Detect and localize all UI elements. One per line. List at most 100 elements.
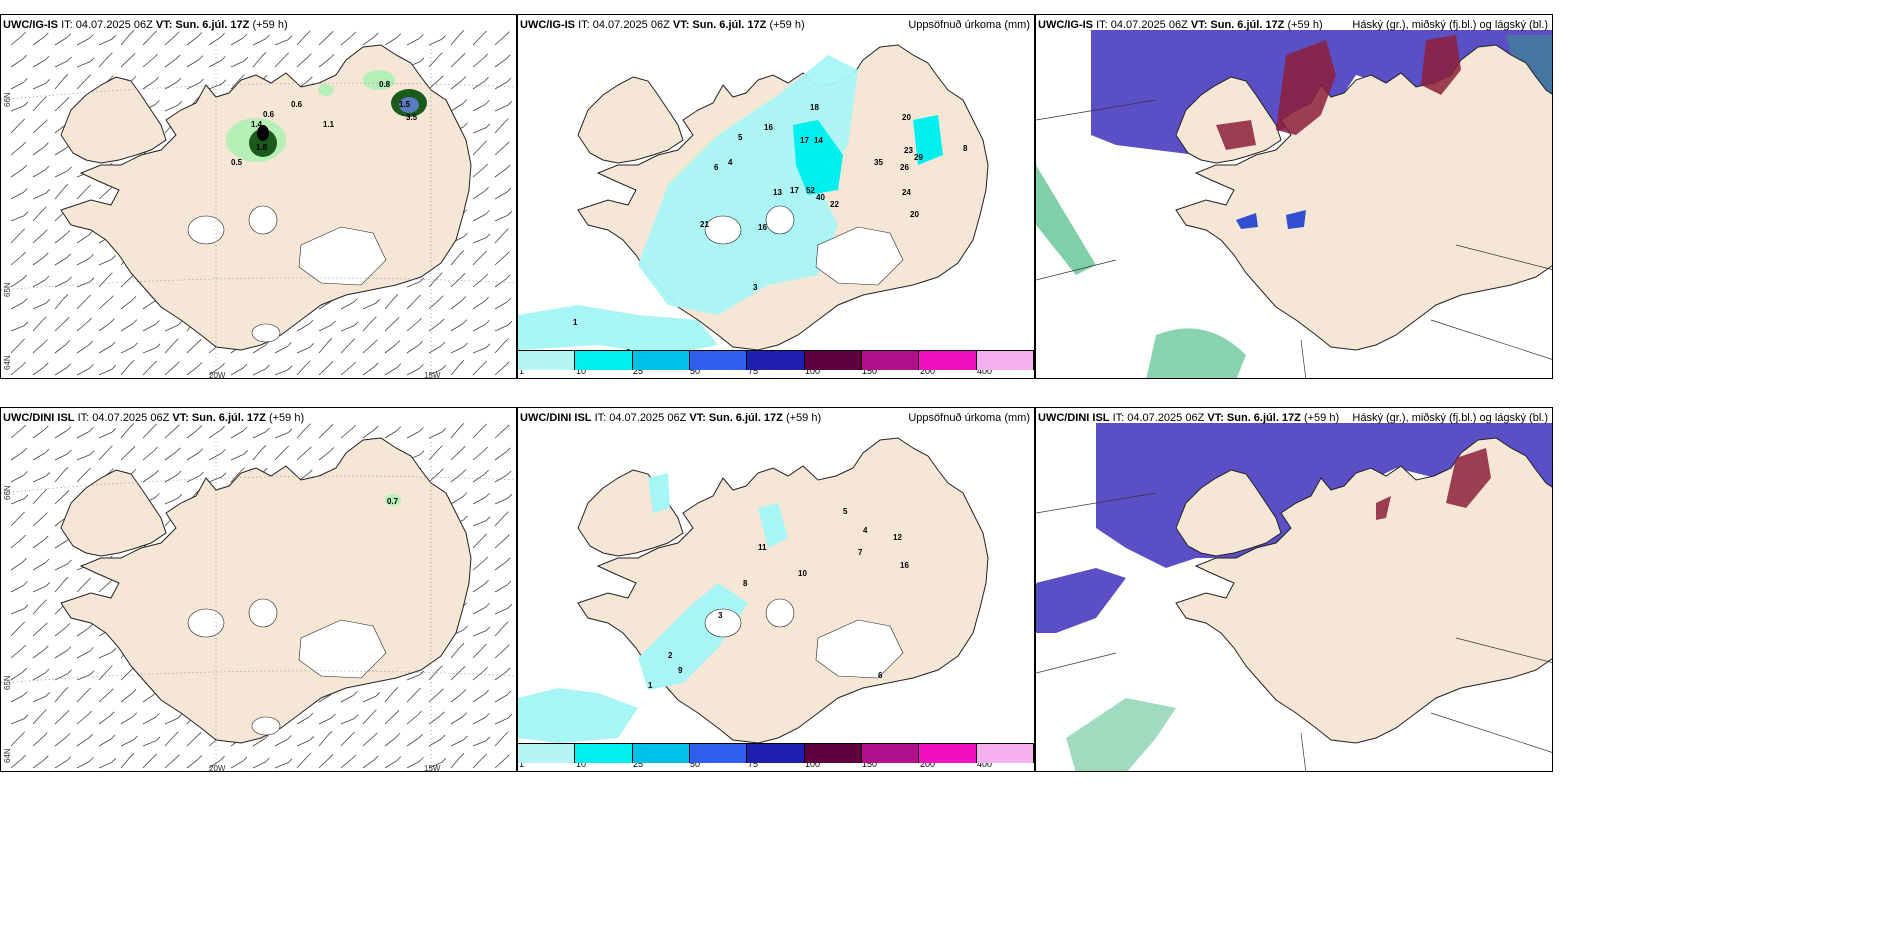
wind-barb-flag: [66, 426, 72, 431]
wind-barb-flag: [63, 74, 69, 79]
precip-value: 20: [910, 210, 919, 219]
wind-barb-flag: [327, 731, 333, 736]
precip-label: 0.8: [379, 80, 391, 89]
wind-barb: [318, 717, 332, 725]
wind-barb: [142, 740, 157, 747]
wind-barb-flag: [419, 757, 424, 762]
wind-barb-flag: [20, 621, 25, 627]
wind-barb: [428, 669, 439, 681]
westfjords-landmass: [60, 76, 167, 164]
wind-barb-flag: [155, 343, 161, 349]
wind-barb: [120, 450, 132, 461]
wind-barb-flag: [374, 425, 379, 431]
wind-barb: [164, 58, 177, 68]
wind-barb: [32, 585, 46, 593]
wind-barb: [252, 431, 266, 439]
wind-barb: [362, 713, 373, 725]
wind-barb-flag: [44, 755, 49, 761]
wind-barb-flag: [88, 230, 93, 236]
wind-barb-flag: [507, 714, 513, 719]
precip-value: 16: [900, 561, 909, 570]
wind-barb-flag: [110, 711, 115, 717]
wind-barb: [32, 146, 45, 156]
wind-barb: [32, 695, 46, 703]
vt-label: VT:: [1207, 412, 1224, 424]
wind-barb: [76, 78, 87, 90]
precip-value: 12: [893, 533, 902, 542]
wind-barb-flag: [44, 448, 50, 454]
wind-barb-flag: [439, 295, 444, 300]
mid-cloud-area: [1276, 40, 1336, 135]
wind-barb: [98, 258, 112, 266]
wind-barb: [120, 300, 133, 310]
wind-barb: [428, 38, 442, 46]
wind-barb-flag: [109, 468, 114, 473]
wind-barb-flag: [483, 53, 488, 59]
wind-barb: [472, 324, 486, 332]
wind-barb-flag: [152, 423, 157, 429]
wind-barb-flag: [21, 534, 26, 540]
init-time: IT: 04.07.2025 06Z: [578, 19, 670, 31]
wind-barb-flag: [243, 450, 249, 455]
wind-barb-flag: [393, 294, 399, 299]
wind-barb: [384, 714, 396, 725]
precip-value: 9: [678, 666, 683, 675]
glacier: [704, 215, 742, 245]
wind-barb: [472, 80, 485, 90]
wind-barb: [10, 82, 24, 90]
wind-barb-flag: [67, 559, 72, 565]
wind-barb: [98, 345, 112, 354]
wind-barb-flag: [419, 57, 425, 63]
wind-barb: [32, 233, 44, 244]
precip-numbers: 12 16 11 10 7 5 4 3 2 1 6 8 9: [648, 507, 909, 690]
model-name: UWC/IG-IS: [3, 19, 58, 31]
wind-barb: [98, 651, 112, 659]
wind-barb: [186, 59, 200, 68]
wind-barb-flag: [65, 623, 71, 628]
low-cloud-area: [1036, 165, 1096, 275]
wind-barb-flag: [45, 692, 51, 697]
sea-precip-area: [518, 305, 718, 355]
wind-barb: [54, 37, 68, 46]
wind-barb: [98, 582, 110, 593]
wind-barb: [10, 122, 21, 134]
wind-barb: [98, 431, 112, 439]
wind-barb: [472, 57, 484, 68]
wind-barb: [340, 735, 351, 747]
wind-barb-flag: [483, 446, 488, 452]
wind-barb: [32, 562, 46, 571]
wind-barb: [230, 367, 244, 376]
wind-barb: [494, 168, 507, 178]
wind-barb: [340, 718, 355, 725]
wind-barb-flag: [197, 425, 203, 430]
wind-barb-flag: [89, 450, 95, 456]
wind-barb-flag: [308, 712, 314, 718]
wind-barb-flag: [483, 666, 488, 672]
wind-barb-flag: [331, 320, 336, 326]
wind-barb-flag: [66, 363, 72, 368]
wind-barb-flag: [22, 447, 27, 453]
wind-barb: [76, 471, 87, 483]
cloud-map: [1036, 423, 1552, 771]
valid-time: Sun. 6.júl. 17Z: [1226, 412, 1301, 424]
wind-barb: [54, 714, 66, 725]
wind-barb: [494, 584, 508, 593]
glacier: [765, 205, 795, 235]
wind-barb-flag: [131, 76, 137, 81]
wind-barb: [120, 346, 134, 354]
wind-barb-flag: [308, 469, 313, 475]
wind-barb: [32, 82, 46, 90]
wind-barb: [274, 739, 288, 747]
wind-barb: [406, 737, 419, 747]
wind-barb-flag: [505, 534, 510, 539]
wind-barb-flag: [417, 710, 422, 716]
wind-barb: [296, 739, 310, 747]
wind-barb: [472, 693, 485, 703]
wind-barb-flag: [111, 35, 117, 40]
wind-barb-flag: [261, 52, 267, 57]
wind-barb-flag: [460, 53, 466, 58]
wind-barb-flag: [265, 34, 270, 40]
wind-barb-flag: [43, 119, 48, 124]
wind-barb: [186, 366, 199, 376]
wind-barb-flag: [506, 667, 511, 673]
